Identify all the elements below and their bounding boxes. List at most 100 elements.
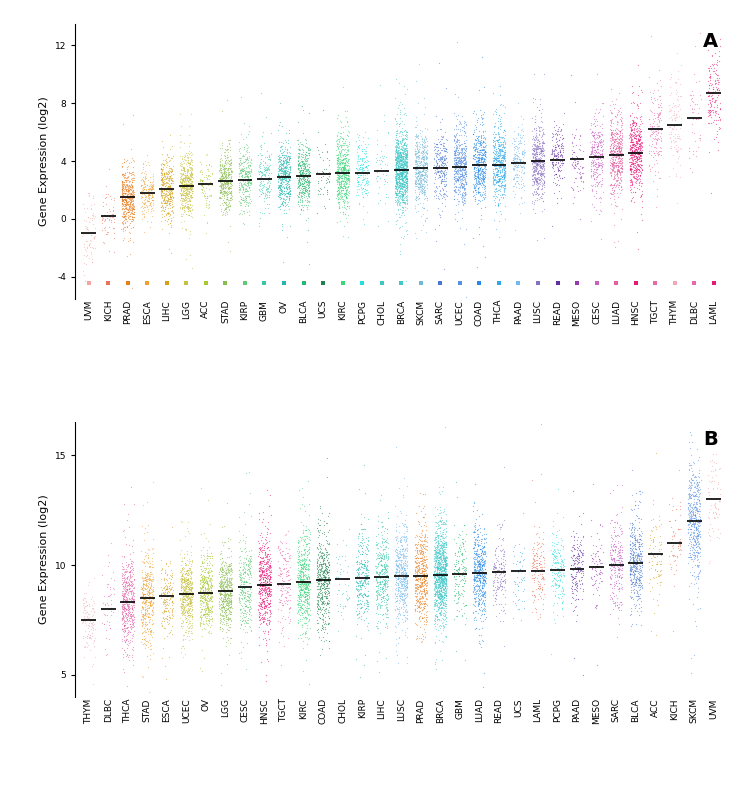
Point: [712, 83, 724, 96]
Point: [399, 582, 411, 595]
Point: [440, 573, 452, 585]
Point: [586, 562, 598, 575]
Point: [274, 154, 286, 167]
Point: [343, 171, 355, 184]
Point: [650, 124, 662, 137]
Point: [264, 565, 276, 577]
Point: [315, 597, 327, 610]
Point: [321, 573, 333, 586]
Point: [334, 177, 346, 189]
Point: [221, 592, 233, 604]
Point: [183, 562, 195, 574]
Point: [608, 102, 619, 115]
Point: [448, 558, 460, 570]
Point: [178, 586, 190, 599]
Point: [201, 608, 213, 621]
Point: [201, 162, 213, 175]
Point: [81, 249, 93, 261]
Point: [185, 577, 197, 590]
Point: [419, 595, 430, 607]
Point: [316, 608, 328, 621]
Point: [457, 170, 469, 183]
Point: [625, 175, 637, 188]
Point: [135, 173, 147, 186]
Point: [398, 185, 410, 198]
Point: [116, 603, 128, 615]
Point: [401, 193, 413, 206]
Point: [219, 201, 231, 214]
Point: [178, 190, 190, 203]
Point: [220, 185, 232, 197]
Point: [674, 535, 686, 548]
Point: [295, 600, 307, 613]
Point: [398, 179, 410, 192]
Point: [608, 569, 620, 581]
Point: [477, 590, 489, 603]
Point: [586, 140, 598, 153]
Point: [604, 531, 616, 543]
Point: [712, 86, 724, 98]
Point: [182, 607, 194, 619]
Point: [160, 188, 172, 200]
Point: [421, 561, 433, 573]
Point: [416, 565, 428, 577]
Point: [158, 182, 170, 195]
Point: [332, 588, 344, 600]
Point: [296, 154, 308, 167]
Point: [204, 573, 216, 586]
Point: [494, 139, 506, 151]
Point: [179, 173, 191, 186]
Point: [633, 522, 645, 535]
Point: [433, 592, 445, 604]
Point: [273, 160, 285, 173]
Point: [400, 178, 412, 191]
Point: [154, 158, 166, 170]
Point: [146, 191, 158, 204]
Point: [182, 580, 194, 592]
Point: [141, 585, 153, 598]
Point: [203, 592, 215, 604]
Point: [672, 151, 684, 164]
Point: [322, 598, 334, 611]
Point: [181, 616, 193, 629]
Point: [360, 593, 372, 606]
Point: [401, 160, 413, 173]
Point: [514, 576, 526, 588]
Point: [614, 138, 626, 150]
Point: [531, 159, 543, 172]
Point: [528, 136, 540, 149]
Point: [706, 475, 718, 488]
Point: [390, 176, 402, 188]
Point: [688, 536, 700, 549]
Point: [428, 137, 440, 150]
Point: [108, 587, 120, 600]
Point: [588, 140, 600, 153]
Point: [509, 146, 521, 158]
Point: [202, 535, 214, 548]
Point: [610, 136, 622, 149]
Point: [316, 591, 328, 604]
Point: [160, 582, 172, 595]
Point: [234, 190, 246, 203]
Point: [546, 575, 558, 588]
Point: [550, 127, 562, 139]
Point: [142, 628, 154, 641]
Point: [255, 617, 267, 630]
Point: [321, 144, 333, 157]
Point: [632, 549, 644, 562]
Point: [394, 160, 406, 173]
Point: [605, 568, 617, 581]
Point: [400, 588, 412, 601]
Point: [294, 159, 306, 172]
Point: [533, 557, 545, 569]
Point: [220, 574, 232, 587]
Point: [682, 550, 694, 563]
Point: [468, 520, 480, 533]
Point: [235, 569, 247, 581]
Point: [144, 625, 156, 638]
Point: [238, 218, 250, 230]
Point: [550, 151, 562, 164]
Point: [610, 575, 622, 588]
Point: [352, 550, 364, 562]
Point: [415, 155, 427, 168]
